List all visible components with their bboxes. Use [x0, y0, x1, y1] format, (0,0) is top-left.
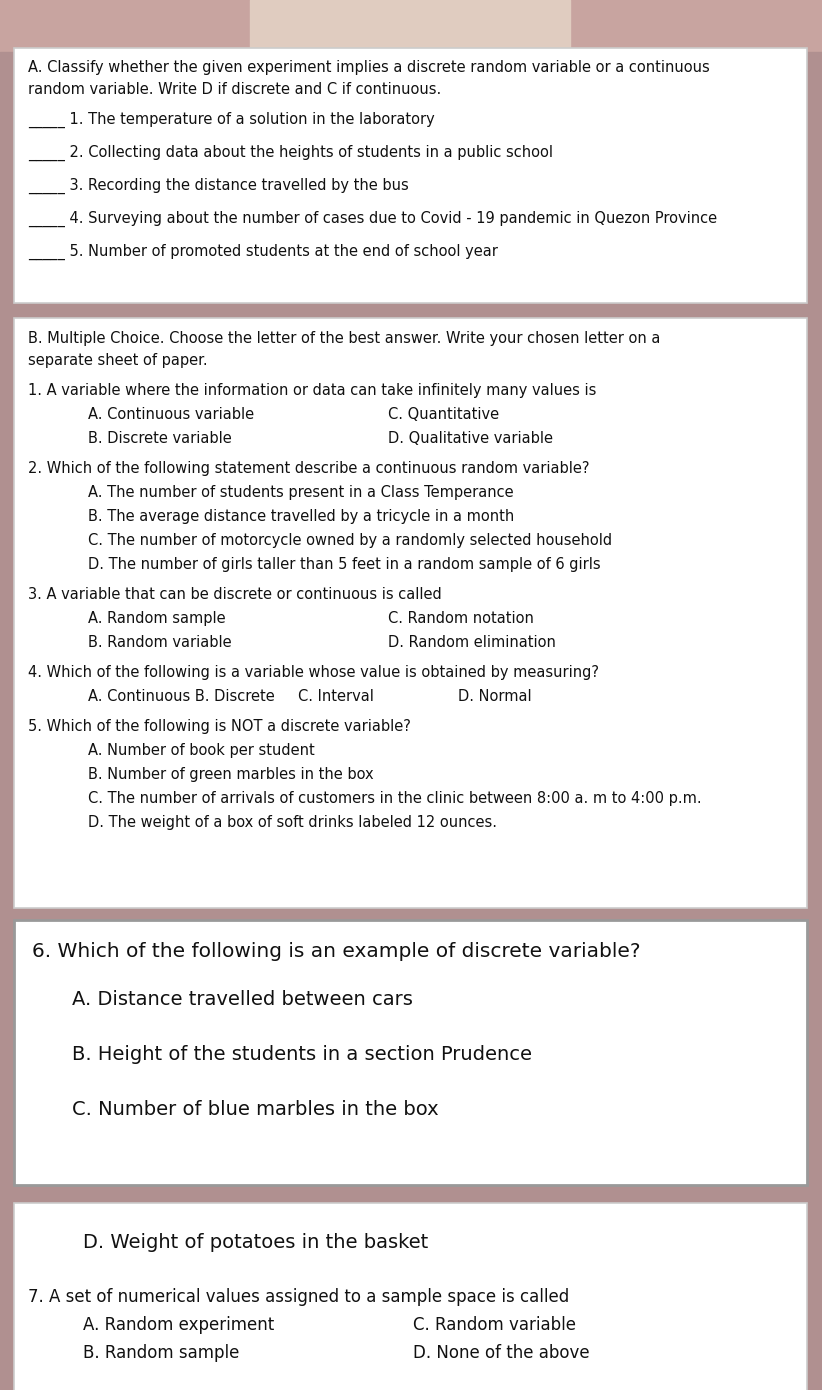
- Text: D. None of the above: D. None of the above: [413, 1344, 589, 1362]
- Text: B. Random variable: B. Random variable: [88, 635, 232, 651]
- Text: 1. A variable where the information or data can take infinitely many values is: 1. A variable where the information or d…: [28, 384, 597, 398]
- Text: _____ 5. Number of promoted students at the end of school year: _____ 5. Number of promoted students at …: [28, 245, 498, 260]
- Text: D. The weight of a box of soft drinks labeled 12 ounces.: D. The weight of a box of soft drinks la…: [88, 815, 497, 830]
- Text: 5. Which of the following is NOT a discrete variable?: 5. Which of the following is NOT a discr…: [28, 719, 411, 734]
- Text: C. Quantitative: C. Quantitative: [388, 407, 499, 423]
- Text: 3. A variable that can be discrete or continuous is called: 3. A variable that can be discrete or co…: [28, 587, 441, 602]
- Text: D. Qualitative variable: D. Qualitative variable: [388, 431, 553, 446]
- Text: C. Number of blue marbles in the box: C. Number of blue marbles in the box: [72, 1099, 439, 1119]
- Text: B. Number of green marbles in the box: B. Number of green marbles in the box: [88, 767, 374, 783]
- Text: A. Continuous variable: A. Continuous variable: [88, 407, 254, 423]
- FancyBboxPatch shape: [14, 920, 807, 1186]
- Text: C. Random variable: C. Random variable: [413, 1316, 576, 1334]
- Text: D. Random elimination: D. Random elimination: [388, 635, 556, 651]
- Text: 7. A set of numerical values assigned to a sample space is called: 7. A set of numerical values assigned to…: [28, 1289, 570, 1307]
- Text: A. Classify whether the given experiment implies a discrete random variable or a: A. Classify whether the given experiment…: [28, 60, 709, 75]
- Text: _____ 3. Recording the distance travelled by the bus: _____ 3. Recording the distance travelle…: [28, 178, 409, 195]
- Text: A. Random sample: A. Random sample: [88, 612, 225, 626]
- Text: A. Random experiment: A. Random experiment: [83, 1316, 275, 1334]
- Text: B. Discrete variable: B. Discrete variable: [88, 431, 232, 446]
- Text: _____ 2. Collecting data about the heights of students in a public school: _____ 2. Collecting data about the heigh…: [28, 145, 553, 161]
- Text: C. Random notation: C. Random notation: [388, 612, 533, 626]
- Text: A. Continuous B. Discrete: A. Continuous B. Discrete: [88, 689, 275, 703]
- Text: D. The number of girls taller than 5 feet in a random sample of 6 girls: D. The number of girls taller than 5 fee…: [88, 557, 601, 573]
- Text: _____ 1. The temperature of a solution in the laboratory: _____ 1. The temperature of a solution i…: [28, 113, 435, 128]
- Text: C. The number of motorcycle owned by a randomly selected household: C. The number of motorcycle owned by a r…: [88, 532, 612, 548]
- Text: B. Height of the students in a section Prudence: B. Height of the students in a section P…: [72, 1045, 532, 1063]
- Text: A. The number of students present in a Class Temperance: A. The number of students present in a C…: [88, 485, 514, 500]
- Text: 4. Which of the following is a variable whose value is obtained by measuring?: 4. Which of the following is a variable …: [28, 664, 599, 680]
- Text: D. Normal: D. Normal: [458, 689, 532, 703]
- Text: 6. Which of the following is an example of discrete variable?: 6. Which of the following is an example …: [32, 942, 640, 960]
- FancyBboxPatch shape: [14, 318, 807, 908]
- Text: 2. Which of the following statement describe a continuous random variable?: 2. Which of the following statement desc…: [28, 461, 589, 475]
- Text: A. Number of book per student: A. Number of book per student: [88, 744, 315, 758]
- Text: C. Interval: C. Interval: [298, 689, 374, 703]
- Text: A. Distance travelled between cars: A. Distance travelled between cars: [72, 990, 413, 1009]
- Text: B. Multiple Choice. Choose the letter of the best answer. Write your chosen lett: B. Multiple Choice. Choose the letter of…: [28, 331, 660, 346]
- FancyBboxPatch shape: [14, 1202, 807, 1390]
- Text: C. The number of arrivals of customers in the clinic between 8:00 a. m to 4:00 p: C. The number of arrivals of customers i…: [88, 791, 702, 806]
- Text: random variable. Write D if discrete and C if continuous.: random variable. Write D if discrete and…: [28, 82, 441, 97]
- Text: separate sheet of paper.: separate sheet of paper.: [28, 353, 208, 368]
- Text: B. Random sample: B. Random sample: [83, 1344, 239, 1362]
- FancyBboxPatch shape: [14, 49, 807, 303]
- Text: B. The average distance travelled by a tricycle in a month: B. The average distance travelled by a t…: [88, 509, 515, 524]
- Text: _____ 4. Surveying about the number of cases due to Covid - 19 pandemic in Quezo: _____ 4. Surveying about the number of c…: [28, 211, 717, 227]
- Text: D. Weight of potatoes in the basket: D. Weight of potatoes in the basket: [83, 1233, 428, 1252]
